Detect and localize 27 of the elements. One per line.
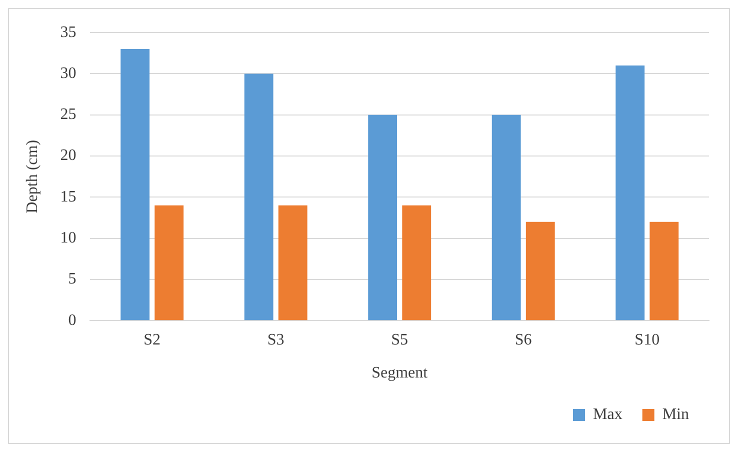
y-tick-label: 5 bbox=[68, 270, 76, 288]
y-tick-label: 10 bbox=[60, 230, 76, 247]
y-tick-label: 20 bbox=[60, 147, 76, 164]
y-axis-title: Depth (cm) bbox=[24, 140, 41, 214]
bar bbox=[154, 205, 184, 320]
x-tick-label: S6 bbox=[514, 331, 532, 348]
y-tick-label: 25 bbox=[60, 106, 76, 124]
bar bbox=[402, 205, 432, 320]
legend-label: Max bbox=[593, 406, 622, 424]
bar bbox=[650, 222, 679, 320]
bar bbox=[244, 74, 274, 320]
y-tick-label: 15 bbox=[60, 188, 76, 206]
x-tick-label: S2 bbox=[144, 331, 161, 348]
y-tick-label: 0 bbox=[68, 312, 76, 329]
x-tick-label: S3 bbox=[267, 331, 284, 348]
legend-label: Min bbox=[662, 406, 689, 424]
bar bbox=[120, 49, 150, 320]
bar bbox=[278, 205, 308, 320]
x-tick-label: S5 bbox=[391, 331, 408, 348]
bar bbox=[368, 114, 398, 320]
x-axis-title: Segment bbox=[372, 364, 428, 382]
x-tick-label: S10 bbox=[634, 331, 660, 348]
bar bbox=[526, 222, 555, 320]
y-tick-label: 30 bbox=[60, 64, 76, 82]
bar bbox=[492, 114, 521, 320]
y-tick-label: 35 bbox=[60, 24, 76, 41]
bar bbox=[616, 66, 645, 320]
